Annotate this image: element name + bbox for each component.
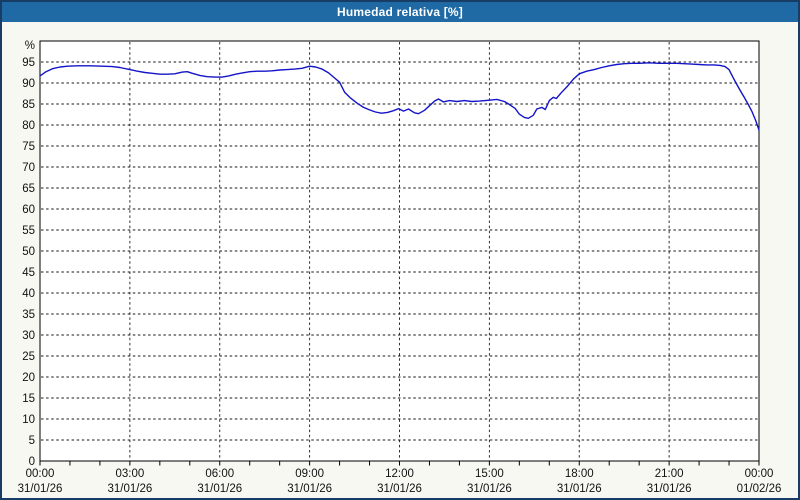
y-axis-label: 0 — [29, 456, 35, 468]
y-axis-label: 15 — [22, 393, 35, 405]
x-axis-date-label: 31/01/26 — [647, 483, 692, 495]
window-titlebar: Humedad relativa [%] — [2, 2, 798, 22]
y-axis-unit-label: % — [25, 40, 35, 52]
y-axis-label: 80 — [22, 120, 35, 132]
x-axis-date-label: 31/01/26 — [287, 483, 332, 495]
y-axis-label: 90 — [22, 78, 35, 90]
x-axis-date-label: 01/02/26 — [737, 483, 782, 495]
x-axis-time-label: 00:00 — [26, 468, 55, 480]
y-axis-label: 55 — [22, 225, 35, 237]
y-axis-label: 20 — [22, 372, 35, 384]
x-axis-time-label: 15:00 — [475, 468, 504, 480]
x-axis-date-label: 31/01/26 — [197, 483, 242, 495]
x-axis-date-label: 31/01/26 — [107, 483, 152, 495]
y-axis-label: 45 — [22, 267, 35, 279]
y-axis-label: 5 — [29, 435, 35, 447]
x-axis-time-label: 21:00 — [655, 468, 684, 480]
x-axis-time-label: 12:00 — [385, 468, 414, 480]
y-axis-label: 65 — [22, 183, 35, 195]
y-axis-label: 10 — [22, 414, 35, 426]
x-axis-time-label: 00:00 — [745, 468, 774, 480]
humidity-series-line — [39, 62, 760, 131]
y-axis-label: 75 — [22, 141, 35, 153]
x-axis-time-label: 03:00 — [115, 468, 144, 480]
y-axis-label: 35 — [22, 309, 35, 321]
x-axis-date-label: 31/01/26 — [377, 483, 422, 495]
x-axis-date-label: 31/01/26 — [18, 483, 63, 495]
y-axis-label: 50 — [22, 246, 35, 258]
x-axis-time-label: 06:00 — [205, 468, 234, 480]
chart-area: 0 5 10 15 20 25 30 35 40 45 50 55 60 65 70 75 80 85 90 95% 0… — [2, 22, 798, 498]
window-title: Humedad relativa [%] — [336, 5, 464, 19]
y-axis-label: 70 — [22, 162, 35, 174]
y-axis-label: 60 — [22, 204, 35, 216]
x-axis-time-label: 18:00 — [565, 468, 594, 480]
x-axis-date-label: 31/01/26 — [467, 483, 512, 495]
y-axis-label: 30 — [22, 330, 35, 342]
x-axis-time-label: 09:00 — [295, 468, 324, 480]
y-axis-label: 95 — [22, 57, 35, 69]
humidity-line-chart: 0 5 10 15 20 25 30 35 40 45 50 55 60 65 70 75 80 85 90 95% 0… — [18, 40, 782, 495]
y-axis-label: 40 — [22, 288, 35, 300]
x-axis-date-label: 31/01/26 — [557, 483, 602, 495]
y-axis-label: 85 — [22, 99, 35, 111]
y-axis-label: 25 — [22, 351, 35, 363]
